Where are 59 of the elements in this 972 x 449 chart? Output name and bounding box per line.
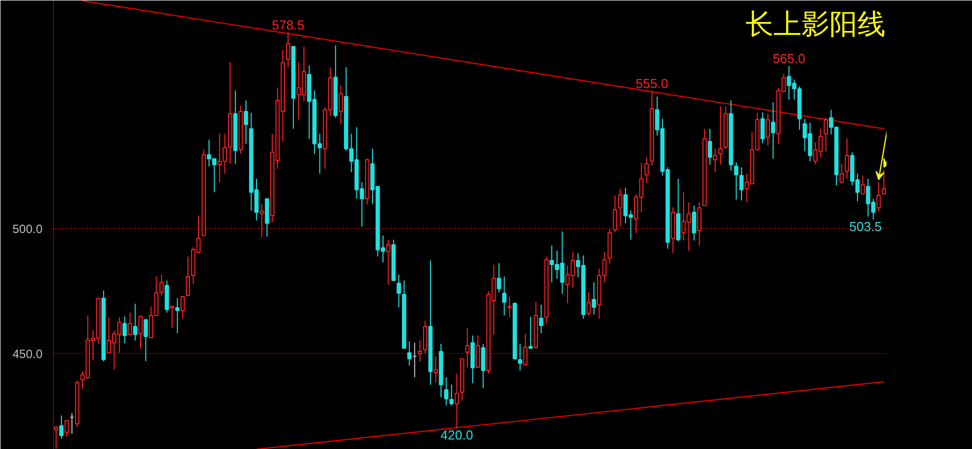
candlestick <box>713 148 718 173</box>
annotation: 长上影阳线 <box>746 8 886 40</box>
candlestick <box>528 316 533 350</box>
y-tick-label: 500.0 <box>12 222 43 236</box>
candlestick <box>539 304 544 334</box>
candlestick <box>760 112 765 144</box>
candlestick <box>465 327 470 368</box>
candlestick <box>386 239 390 285</box>
candlestick <box>170 306 174 328</box>
candlestick <box>502 276 506 316</box>
candlestick <box>175 298 180 334</box>
candlestick <box>260 203 264 238</box>
y-tick-label: 450.0 <box>12 347 43 361</box>
candlestick <box>407 341 412 366</box>
candlestick <box>612 195 618 233</box>
candlestick <box>771 102 776 160</box>
candlestick <box>186 256 190 296</box>
annotation: 420.0 <box>440 428 474 442</box>
candlestick <box>59 415 64 440</box>
candlestick <box>454 373 459 429</box>
candlestick <box>180 296 185 320</box>
candlestick <box>824 117 828 152</box>
candlestick <box>434 356 438 384</box>
candlestick <box>618 188 622 227</box>
candlestick <box>860 175 865 194</box>
candlestick <box>286 32 290 68</box>
annotation: 578.5 <box>272 17 304 32</box>
candlestick <box>844 138 850 180</box>
candlestick <box>697 202 702 246</box>
candlestick <box>64 420 69 437</box>
candlestick <box>592 282 596 315</box>
candlestick <box>396 274 401 308</box>
candlestick <box>586 292 591 316</box>
candlestick <box>476 335 480 368</box>
candlestick <box>708 128 712 166</box>
annotation: 565.0 <box>772 51 806 66</box>
annotation: 503.5 <box>849 218 882 234</box>
candlestick <box>644 156 649 184</box>
candlestick <box>244 100 248 144</box>
candlestick <box>507 296 512 318</box>
candlestick <box>138 315 143 350</box>
candlestick <box>481 343 486 389</box>
candlestick <box>496 262 502 293</box>
candlestick <box>423 320 428 354</box>
candlestick <box>718 106 723 166</box>
candlestick <box>840 163 844 183</box>
candlestick <box>766 113 770 146</box>
annotation: 555.0 <box>636 76 668 91</box>
candlestick <box>518 343 522 371</box>
candlestick <box>122 316 127 344</box>
candlestick <box>338 85 343 125</box>
candlestick <box>523 333 528 366</box>
candlestick <box>133 303 138 341</box>
candlestick <box>128 312 132 336</box>
candlestick <box>164 280 169 314</box>
candlestick <box>692 205 696 241</box>
candlestick <box>144 318 148 362</box>
candlestick <box>418 340 422 362</box>
candlestick <box>876 182 881 212</box>
